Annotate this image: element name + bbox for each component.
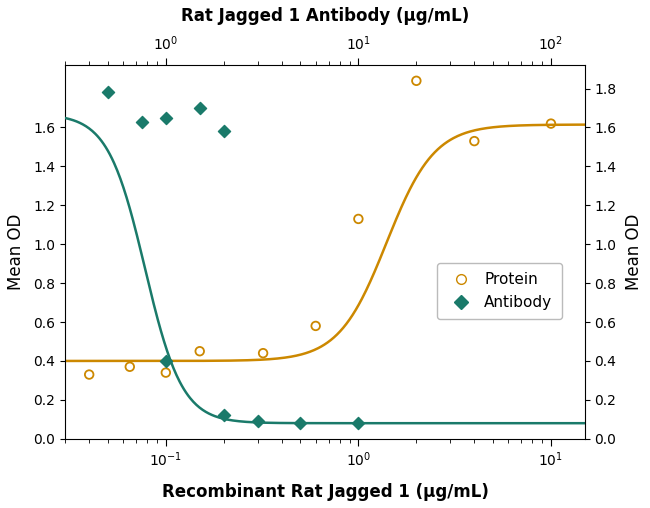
- Point: [84, 370, 94, 378]
- Point: [353, 215, 363, 223]
- Point: [258, 349, 268, 357]
- Point: [218, 128, 229, 136]
- Point: [161, 114, 171, 122]
- Point: [311, 322, 321, 330]
- Point: [161, 368, 171, 376]
- Point: [136, 117, 147, 125]
- Point: [103, 88, 113, 97]
- Point: [546, 119, 556, 128]
- Point: [218, 411, 229, 420]
- X-axis label: Recombinant Rat Jagged 1 (μg/mL): Recombinant Rat Jagged 1 (μg/mL): [162, 483, 488, 501]
- Point: [194, 347, 205, 355]
- Point: [411, 77, 422, 85]
- Point: [353, 419, 363, 427]
- X-axis label: Rat Jagged 1 Antibody (μg/mL): Rat Jagged 1 Antibody (μg/mL): [181, 7, 469, 25]
- Y-axis label: Mean OD: Mean OD: [625, 214, 643, 290]
- Point: [194, 104, 205, 112]
- Point: [295, 419, 306, 427]
- Legend: Protein, Antibody: Protein, Antibody: [437, 263, 562, 319]
- Point: [161, 357, 171, 365]
- Point: [469, 137, 480, 145]
- Point: [252, 417, 263, 425]
- Y-axis label: Mean OD: Mean OD: [7, 214, 25, 290]
- Point: [125, 363, 135, 371]
